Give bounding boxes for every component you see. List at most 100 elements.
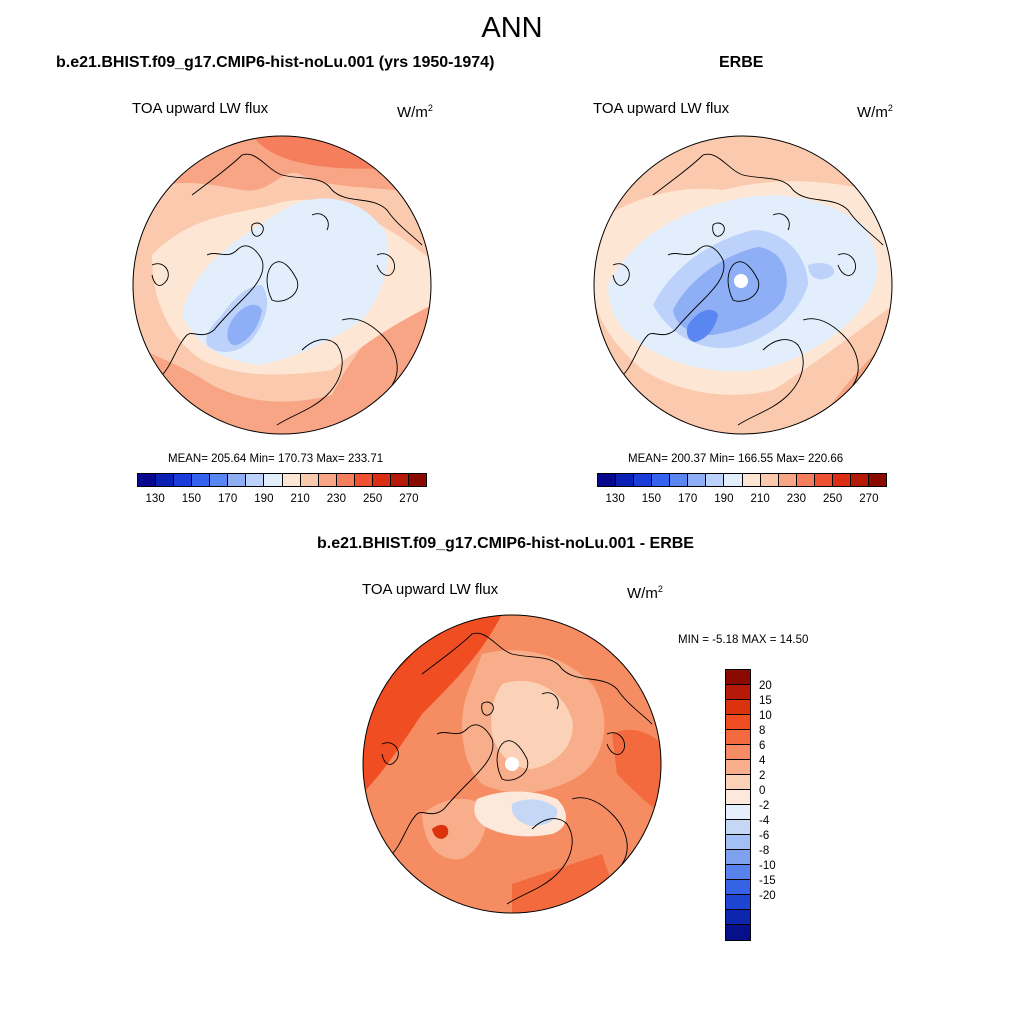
diff-panel-title: b.e21.BHIST.f09_g17.CMIP6-hist-noLu.001 … [317,535,694,552]
model-units-label: W/m2 [397,103,433,121]
colorbar-tick-label: 190 [254,493,274,505]
colorbar-swatch [598,474,617,486]
obs-panel-title: ERBE [719,54,764,71]
colorbar-swatch [726,775,750,790]
colorbar-swatch [372,474,391,486]
colorbar-tick-label: 6 [759,740,766,752]
colorbar-tick-label: 150 [641,493,661,505]
colorbar-swatch [354,474,373,486]
colorbar-swatch [670,474,689,486]
colorbar-swatch [282,474,301,486]
diff-field-label: TOA upward LW flux [362,581,499,598]
model-colorbar-labels: 130 150 170 190 210 230 250 270 [137,493,427,507]
colorbar-tick-label: 130 [605,493,625,505]
colorbar-swatch [832,474,851,486]
colorbar-swatch [726,715,750,730]
colorbar-swatch [814,474,833,486]
model-field-label: TOA upward LW flux [132,100,269,117]
colorbar-swatch [300,474,319,486]
colorbar-swatch [724,474,743,486]
colorbar-swatch [778,474,797,486]
colorbar-tick-label: 230 [326,493,346,505]
colorbar-tick-label: 170 [218,493,238,505]
colorbar-swatch [868,474,886,486]
colorbar-swatch [726,685,750,700]
colorbar-tick-label: 8 [759,725,766,737]
colorbar-tick-label: -20 [759,890,776,902]
colorbar-tick-label: 270 [399,493,419,505]
colorbar-tick-label: 250 [823,493,843,505]
diff-polar-map [362,614,662,914]
colorbar-tick-label: 210 [750,493,770,505]
colorbar-tick-label: 150 [181,493,201,505]
colorbar-tick-label: 130 [145,493,165,505]
model-panel-title: b.e21.BHIST.f09_g17.CMIP6-hist-noLu.001 … [56,54,495,71]
colorbar-tick-label: -10 [759,860,776,872]
colorbar-tick-label: -15 [759,875,776,887]
colorbar-swatch [726,880,750,895]
colorbar-swatch [210,474,229,486]
colorbar-tick-label: 0 [759,785,766,797]
model-polar-map [132,135,432,435]
colorbar-swatch [726,850,750,865]
colorbar-swatch [174,474,193,486]
colorbar-swatch [652,474,671,486]
colorbar-swatch [634,474,653,486]
diff-stats: MIN = -5.18 MAX = 14.50 [678,634,809,646]
colorbar-tick-label: 10 [759,710,772,722]
colorbar-tick-label: -4 [759,815,770,827]
obs-colorbar-labels: 130 150 170 190 210 230 250 270 [597,493,887,507]
diff-colorbar [725,669,751,941]
obs-units-label: W/m2 [857,103,893,121]
colorbar-swatch [726,910,750,925]
colorbar-tick-label: 230 [786,493,806,505]
obs-stats: MEAN= 200.37 Min= 166.55 Max= 220.66 [628,453,844,465]
colorbar-swatch [726,835,750,850]
colorbar-swatch [726,670,750,685]
colorbar-swatch [726,745,750,760]
colorbar-swatch [726,790,750,805]
colorbar-swatch [390,474,409,486]
model-colorbar [137,473,427,487]
colorbar-swatch [616,474,635,486]
colorbar-tick-label: 270 [859,493,879,505]
colorbar-tick-label: 2 [759,770,766,782]
colorbar-swatch [228,474,247,486]
obs-field-label: TOA upward LW flux [593,100,730,117]
colorbar-tick-label: 210 [290,493,310,505]
colorbar-tick-label: -6 [759,830,770,842]
colorbar-swatch [192,474,211,486]
colorbar-swatch [138,474,157,486]
colorbar-tick-label: 250 [363,493,383,505]
colorbar-swatch [246,474,265,486]
colorbar-swatch [156,474,175,486]
colorbar-swatch [726,895,750,910]
colorbar-tick-label: -2 [759,800,770,812]
colorbar-swatch [726,820,750,835]
obs-colorbar [597,473,887,487]
colorbar-swatch [726,700,750,715]
obs-polar-map [593,135,893,435]
colorbar-swatch [726,730,750,745]
colorbar-swatch [726,760,750,775]
colorbar-swatch [336,474,355,486]
main-title: ANN [481,12,543,44]
colorbar-swatch [760,474,779,486]
colorbar-tick-label: 4 [759,755,766,767]
colorbar-tick-label: 190 [714,493,734,505]
colorbar-swatch [796,474,815,486]
colorbar-swatch [706,474,725,486]
colorbar-swatch [742,474,761,486]
colorbar-swatch [688,474,707,486]
colorbar-tick-label: 20 [759,680,772,692]
colorbar-swatch [318,474,337,486]
colorbar-swatch [850,474,869,486]
colorbar-swatch [726,805,750,820]
colorbar-swatch [726,925,750,940]
colorbar-swatch [726,865,750,880]
colorbar-swatch [408,474,426,486]
colorbar-tick-label: 170 [678,493,698,505]
diff-units-label: W/m2 [627,584,663,602]
colorbar-tick-label: 15 [759,695,772,707]
colorbar-tick-label: -8 [759,845,770,857]
